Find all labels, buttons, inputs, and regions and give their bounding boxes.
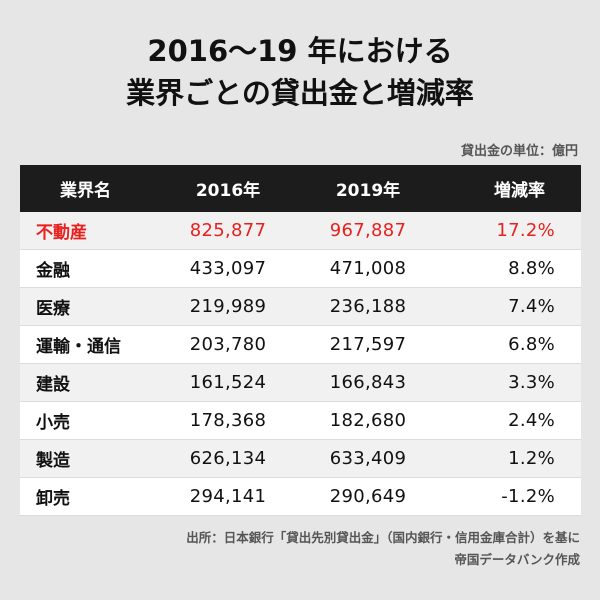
table-row: 医療 219,989 236,188 7.4%: [20, 288, 581, 326]
table-row: 金融 433,097 471,008 8.8%: [20, 250, 581, 288]
source-line-1: 出所：日本銀行「貸出先別貸出金」（国内銀行・信用金庫合計）を基に: [186, 530, 580, 545]
value-2019-cell: 471,008: [329, 258, 407, 279]
change-cell: 1.2%: [508, 448, 555, 469]
change-cell: -1.2%: [501, 486, 555, 507]
value-2019-cell: 166,843: [329, 372, 407, 393]
table-header-row: 業界名 2016年 2019年 増減率: [20, 165, 581, 212]
value-2019-cell: 217,597: [329, 334, 407, 355]
industry-cell: 金融: [36, 261, 70, 281]
industry-cell: 医療: [36, 299, 70, 319]
change-cell: 2.4%: [508, 410, 555, 431]
value-2016-cell: 178,368: [189, 410, 267, 431]
unit-note: 貸出金の単位：億円: [460, 144, 578, 159]
value-2019-cell: 633,409: [329, 448, 407, 469]
table-row: 不動産 825,877 967,887 17.2%: [20, 212, 581, 250]
value-2016-cell: 433,097: [189, 258, 267, 279]
table-row: 卸売 294,141 290,649 -1.2%: [20, 478, 581, 516]
header-industry: 業界名: [60, 181, 111, 201]
value-2016-cell: 219,989: [189, 296, 267, 317]
value-2019-cell: 182,680: [329, 410, 407, 431]
value-2019-cell: 290,649: [329, 486, 407, 507]
table-row: 小売 178,368 182,680 2.4%: [20, 402, 581, 440]
industry-cell: 運輸・通信: [36, 337, 121, 357]
title-line-2: 業界ごとの貸出金と増減率: [126, 76, 474, 110]
change-cell: 8.8%: [508, 258, 555, 279]
table-row: 運輸・通信 203,780 217,597 6.8%: [20, 326, 581, 364]
table-row: 製造 626,134 633,409 1.2%: [20, 440, 581, 478]
change-cell: 17.2%: [496, 220, 555, 241]
change-cell: 3.3%: [508, 372, 555, 393]
industry-cell: 卸売: [36, 489, 70, 509]
source-note: 出所：日本銀行「貸出先別貸出金」（国内銀行・信用金庫合計）を基に 帝国データバン…: [40, 527, 580, 571]
title-line-1: 2016〜19 年における: [147, 34, 453, 68]
change-cell: 7.4%: [508, 296, 555, 317]
industry-cell: 不動産: [36, 223, 87, 243]
industry-cell: 小売: [36, 413, 70, 433]
value-2019-cell: 236,188: [329, 296, 407, 317]
header-change: 増減率: [494, 181, 545, 201]
loan-table: 業界名 2016年 2019年 増減率 不動産 825,877 967,887 17.…: [20, 165, 581, 516]
value-2016-cell: 626,134: [189, 448, 267, 469]
industry-cell: 建設: [36, 375, 70, 395]
header-2019: 2019年: [335, 181, 401, 201]
source-line-2: 帝国データバンク作成: [454, 552, 580, 567]
chart-title: 2016〜19 年における 業界ごとの貸出金と増減率: [0, 30, 600, 114]
value-2016-cell: 203,780: [189, 334, 267, 355]
table-body: 不動産 825,877 967,887 17.2% 金融 433,097 471,008 8.…: [20, 212, 581, 516]
change-cell: 6.8%: [508, 334, 555, 355]
value-2016-cell: 294,141: [189, 486, 267, 507]
header-2016: 2016年: [195, 181, 261, 201]
industry-cell: 製造: [36, 451, 70, 471]
value-2016-cell: 161,524: [189, 372, 267, 393]
value-2016-cell: 825,877: [189, 220, 267, 241]
value-2019-cell: 967,887: [329, 220, 407, 241]
table-row: 建設 161,524 166,843 3.3%: [20, 364, 581, 402]
